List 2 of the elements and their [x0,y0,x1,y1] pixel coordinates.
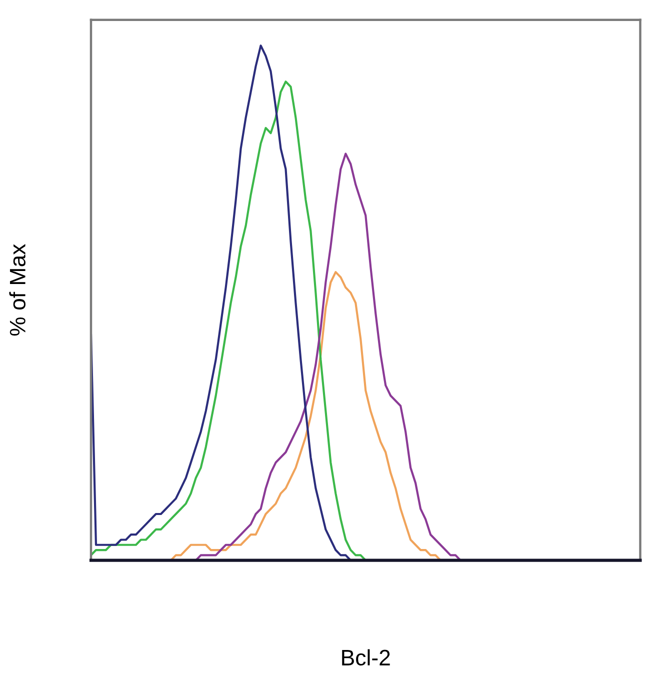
x-axis-title: Bcl-2 [342,649,390,666]
y-axis-title: % of Max [9,244,26,336]
